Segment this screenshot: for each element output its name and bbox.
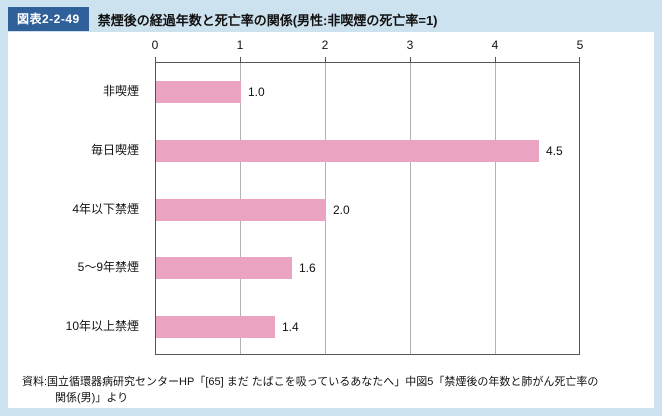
- chart-panel: 0 1 2 3 4 5 非喫煙毎日喫煙 4年以下禁煙 5〜9年禁煙 10年以上禁煙 1.0 4.5…: [8, 32, 654, 408]
- category-label: 10年以上禁煙: [65, 319, 139, 333]
- bar-value-label: 1.0: [248, 85, 265, 99]
- source-line-2: 関係(男)」より: [55, 392, 129, 404]
- category-label: 毎日喫煙: [90, 143, 139, 157]
- category-labels: 非喫煙毎日喫煙 4年以下禁煙 5〜9年禁煙 10年以上禁煙: [8, 62, 147, 355]
- x-tick-label: 0: [151, 38, 159, 52]
- figure-number-badge: 図表2-2-49: [8, 7, 89, 31]
- category-label: 非喫煙: [102, 84, 139, 98]
- x-tick-label: 4: [491, 38, 499, 52]
- x-tick-mark: [410, 57, 411, 62]
- x-tick-mark: [325, 57, 326, 62]
- bar: [156, 199, 326, 221]
- bar-value-label: 2.0: [333, 203, 350, 217]
- bar-value-label: 1.6: [299, 261, 316, 275]
- source-note: 資料:国立循環器病研究センターHP「[65] まだ たばこを吸っているあなたへ」…: [22, 374, 644, 406]
- x-tick-label: 3: [406, 38, 414, 52]
- figure-title: 禁煙後の経過年数と死亡率の関係(男性:非喫煙の死亡率=1): [97, 12, 438, 28]
- bar: [156, 140, 539, 162]
- x-tick-label: 1: [236, 38, 244, 52]
- x-axis: 0 1 2 3 4 5: [151, 38, 583, 62]
- figure-header: 図表2-2-49 禁煙後の経過年数と死亡率の関係(男性:非喫煙の死亡率=1): [8, 7, 654, 31]
- gridline: [495, 63, 496, 354]
- bar: [156, 257, 292, 279]
- x-tick-mark: [495, 57, 496, 62]
- source-line-1: 資料:国立循環器病研究センターHP「[65] まだ たばこを吸っているあなたへ」…: [22, 376, 599, 388]
- gridline: [410, 63, 411, 354]
- bar: [156, 81, 241, 103]
- category-label: 4年以下禁煙: [72, 202, 139, 216]
- x-tick-label: 5: [576, 38, 584, 52]
- bar-value-label: 1.4: [282, 320, 299, 334]
- bar: [156, 316, 275, 338]
- plot-area: 1.0 4.5 2.0 1.6 1.4: [155, 62, 580, 355]
- x-tick-mark: [155, 57, 156, 62]
- x-tick-mark: [240, 57, 241, 62]
- x-tick-label: 2: [321, 38, 329, 52]
- category-label: 5〜9年禁煙: [77, 260, 139, 274]
- bar-value-label: 4.5: [546, 144, 563, 158]
- x-tick-mark: [579, 57, 580, 62]
